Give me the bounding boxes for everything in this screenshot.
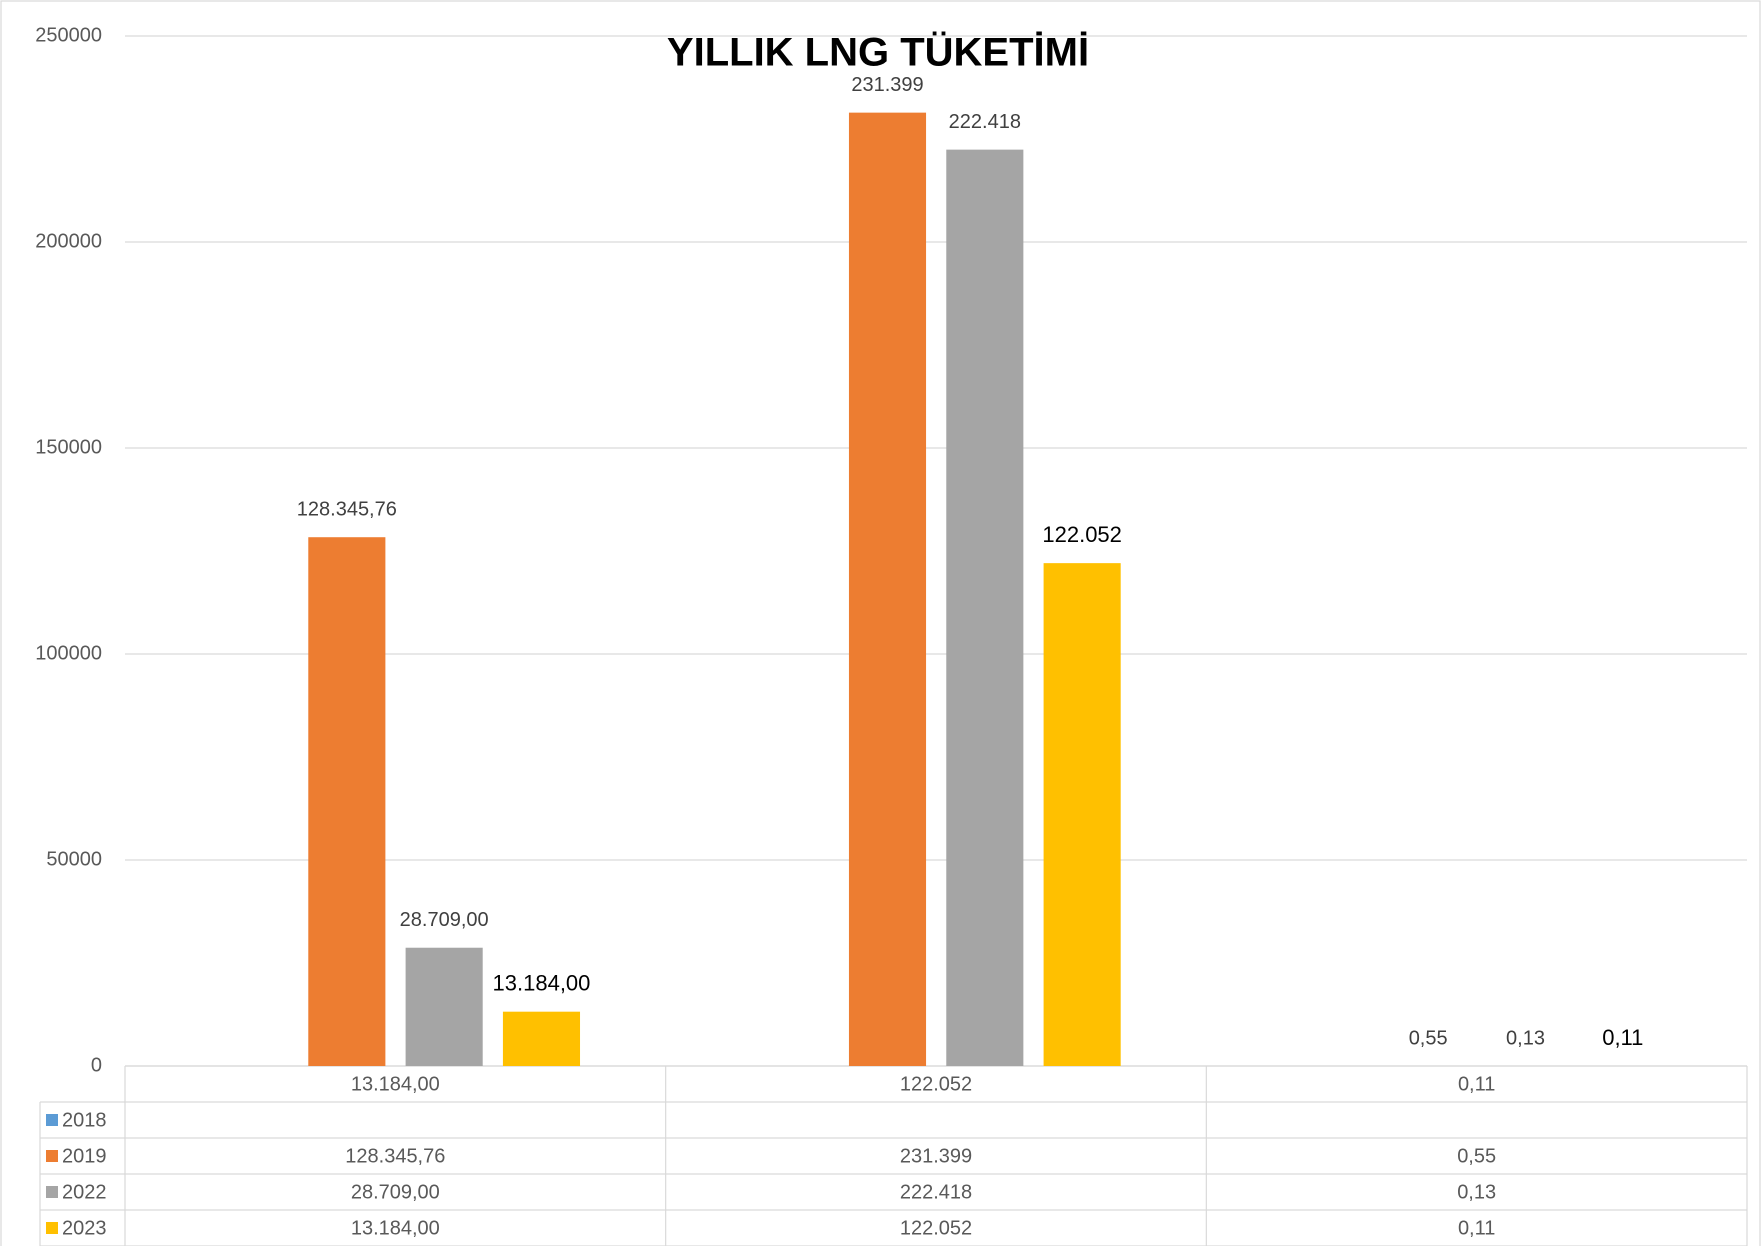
y-tick-label: 0 (91, 1054, 102, 1076)
legend-label: 2022 (62, 1181, 107, 1203)
x-tick-label: 122.052 (900, 1073, 972, 1095)
legend-swatch (46, 1186, 58, 1198)
bar (946, 149, 1024, 1067)
data-label: 122.052 (1042, 522, 1122, 547)
y-tick-label: 250000 (35, 24, 102, 46)
legend-swatch (46, 1114, 58, 1126)
data-label: 222.418 (949, 111, 1021, 133)
y-tick-label: 100000 (35, 642, 102, 664)
table-cell: 28.709,00 (351, 1181, 440, 1203)
chart-title: YILLIK LNG TÜKETİMİ (667, 30, 1089, 75)
legend-label: 2018 (62, 1109, 107, 1131)
data-label: 0,11 (1602, 1025, 1643, 1050)
bar (405, 947, 483, 1066)
data-label: 0,13 (1506, 1027, 1545, 1049)
data-label: 28.709,00 (400, 909, 489, 931)
table-cell: 0,11 (1458, 1217, 1495, 1239)
bar (1043, 563, 1121, 1066)
table-cell: 222.418 (900, 1181, 972, 1203)
y-tick-label: 50000 (46, 848, 102, 870)
data-label: 128.345,76 (297, 498, 397, 520)
legend-label: 2023 (62, 1217, 107, 1239)
table-cell: 0,55 (1457, 1145, 1496, 1167)
table-cell: 128.345,76 (345, 1145, 445, 1167)
legend-label: 2019 (62, 1145, 107, 1167)
legend-swatch (46, 1222, 58, 1234)
data-label: 13.184,00 (493, 970, 591, 995)
y-tick-label: 200000 (35, 230, 102, 252)
x-tick-label: 0,11 (1458, 1073, 1495, 1095)
y-tick-label: 150000 (35, 436, 102, 458)
data-label: 231.399 (851, 74, 923, 96)
table-cell: 13.184,00 (351, 1217, 440, 1239)
bar (848, 112, 927, 1067)
x-tick-label: 13.184,00 (351, 1073, 440, 1095)
table-cell: 0,13 (1457, 1181, 1496, 1203)
bar (502, 1011, 581, 1066)
table-cell: 231.399 (900, 1145, 972, 1167)
legend-swatch (46, 1150, 58, 1162)
table-cell: 122.052 (900, 1217, 972, 1239)
data-label: 0,55 (1409, 1027, 1448, 1049)
bar (308, 537, 386, 1066)
